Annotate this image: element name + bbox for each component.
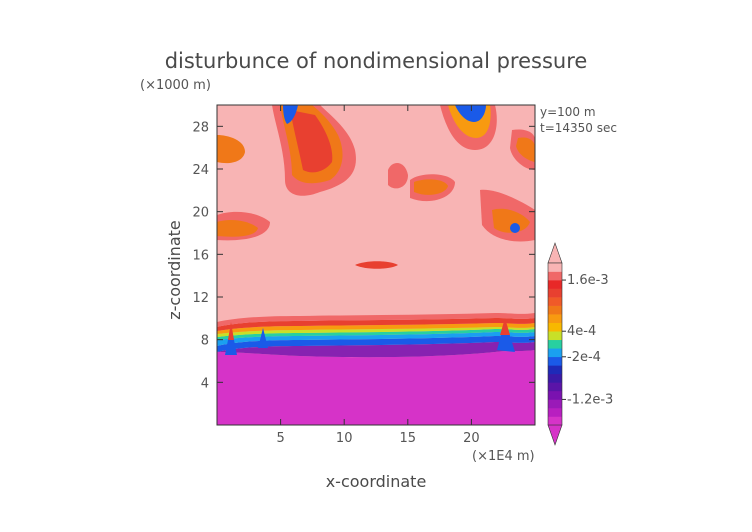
band-cyan [217,332,535,346]
colorbar-tick-label: 1.6e-3 [567,273,609,288]
y-tick-label: 12 [192,291,209,306]
blob-mid-right-core [414,179,448,195]
band-light-red [217,313,535,327]
colorbar-segment [548,348,562,358]
blob-right-edge-core [516,137,535,162]
lower-negative-fill [217,350,535,425]
colorbar-segment [548,314,562,323]
colorbar-segment [548,416,562,426]
band-purple [217,342,535,358]
colorbar-segment [548,356,562,366]
plot-frame [216,104,536,426]
colorbar-segment [548,280,562,289]
y-tick-label: 24 [192,163,209,178]
colorbar-segment [548,373,562,383]
band-green [217,329,535,340]
y-tick-label: 4 [201,376,209,391]
colorbar-segment [548,339,562,349]
colorbar-segment [548,382,562,392]
blob-left-edge [217,135,245,164]
x-axis: 5 10 15 20 [276,105,480,446]
colorbar-segment [548,297,562,306]
x-unit-label: (×1E4 m) [472,449,535,464]
y-axis-title: z-coordinate [165,220,184,320]
colorbar-tick-label: -1.2e-3 [567,392,613,407]
x-axis-title: x-coordinate [326,472,427,491]
y-tick-label: 16 [192,248,209,263]
colorbar-segment [548,407,562,417]
annotation-y: y=100 m [540,105,596,119]
band-yellow [217,327,535,337]
spike-right-inner [500,318,510,335]
y-unit-label: (×1000 m) [140,78,211,93]
colorbar-segment [548,399,562,409]
blob-right-lower-core [492,208,530,233]
y-axis: 4 8 12 16 20 24 28 [192,120,535,391]
colorbar: 1.6e-3 4e-4 -2e-4 -1.2e-3 [547,242,613,446]
colorbar-tick-label: 4e-4 [567,324,596,339]
x-tick-label: 5 [276,431,284,446]
band-blue [217,336,535,352]
spike-right [497,320,515,352]
blob-small-center [355,261,398,269]
blob-top-center-left-red [290,110,333,173]
colorbar-segment [548,271,562,281]
colorbar-tick-label: -2e-4 [567,350,601,365]
colorbar-segment [548,331,562,341]
colorbar-segment [548,322,562,332]
x-tick-label: 10 [336,431,353,446]
x-tick-label: 20 [463,431,480,446]
colorbar-min-arrow [547,424,563,446]
annotation-t: t=14350 sec [540,121,617,135]
blob-right-lower-blue [510,223,520,233]
blob-top-center-left-blue [283,105,298,124]
band-orange [217,323,535,334]
spike-small [258,328,268,348]
colorbar-frame [547,262,563,426]
y-tick-label: 28 [192,120,209,135]
y-tick-label: 20 [192,206,209,221]
colorbar-max-arrow [547,242,563,264]
blob-left-edge-red-core [217,220,258,237]
blob-top-right-blue [455,105,486,122]
colorbar-segment [548,263,562,272]
colorbar-segment [548,305,562,315]
band-red [217,318,535,331]
colorbar-segment [548,365,562,375]
spike-left-inner [228,322,234,340]
contour-field [217,105,535,425]
x-tick-label: 15 [400,431,417,446]
chart-title: disturbunce of nondimensional pressure [165,49,588,73]
y-tick-label: 8 [201,334,209,349]
blob-mid [388,163,408,189]
colorbar-segment [548,288,562,298]
colorbar-segment [548,390,562,400]
